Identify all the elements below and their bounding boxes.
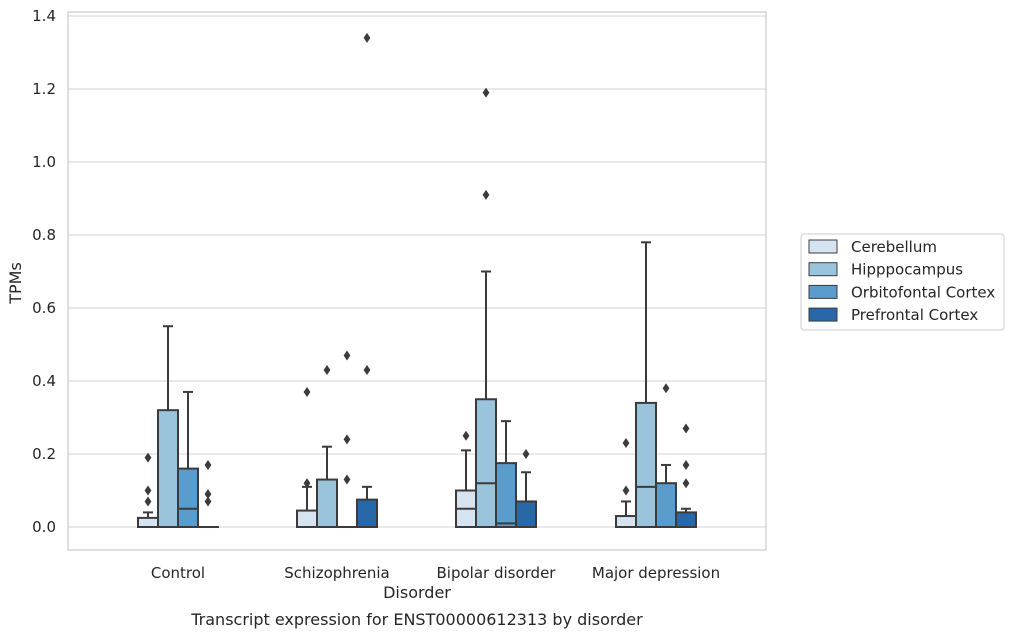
y-tick-label: 0.0 [32,518,56,536]
outlier-point [662,383,670,394]
outlier-point [622,438,630,449]
outlier-point [144,496,152,507]
chart-caption: Transcript expression for ENST0000061231… [190,610,643,629]
y-axis-label: TPMs [6,262,25,305]
outlier-point [343,434,351,445]
outlier-point [622,485,630,496]
box-series-group [197,32,697,529]
box-series [137,32,697,529]
legend-swatch [808,239,838,254]
box [515,500,537,529]
outlier-point [682,478,690,489]
outlier-point [462,430,470,441]
box-series-group [137,386,637,529]
legend-label: Orbitofontal Cortex [851,283,995,301]
box [635,401,657,528]
outlier-point [363,32,371,43]
outlier-point [343,350,351,361]
box [177,467,199,529]
outlier-point [204,489,212,500]
legend-label: Prefrontal Cortex [851,306,978,324]
legend-frame [800,233,1005,331]
box [615,515,637,528]
box [495,462,517,528]
x-tick-labels: Control Schizophrenia Bipolar disorder Majo… [151,564,720,582]
x-tick-label: Schizophrenia [284,564,389,582]
plot-frame [67,11,767,551]
outlier-point [204,459,212,470]
y-tick-labels: 0.0 0.2 0.4 0.6 0.8 1.0 1.2 1.4 [32,7,56,536]
x-tick-label: Bipolar disorder [437,564,557,582]
legend-swatch [808,307,838,322]
legend-swatch [808,262,838,277]
outlier-point [522,449,530,459]
y-tick-label: 0.8 [32,226,56,244]
outlier-point [363,365,371,376]
box [316,478,338,528]
outlier-point [303,386,311,397]
box [675,511,697,529]
outlier-point [682,459,690,470]
outlier-point [482,189,490,200]
y-tick-label: 1.2 [32,80,56,98]
legend-swatch [808,284,838,299]
legend-label: Cerebellum [851,238,937,256]
y-tick-label: 0.4 [32,372,56,390]
box [475,398,497,528]
box [296,509,318,529]
box [655,482,677,529]
x-tick-label: Major depression [592,564,720,582]
y-tick-label: 0.2 [32,445,56,463]
y-tick-label: 0.6 [32,299,56,317]
outlier-point [204,496,212,507]
outlier-point [682,423,690,434]
legend: Cerebellum Hipppocampus Orbitofontal Corte… [800,233,1005,331]
outlier-point [343,474,351,485]
y-tick-label: 1.4 [32,7,56,25]
box [137,516,159,528]
x-axis-label: Disorder [383,583,451,602]
box-series-group [157,87,657,529]
legend-label: Hipppocampus [851,261,963,279]
outlier-point [323,365,331,376]
outlier-point [144,485,152,496]
outlier-point [482,87,490,98]
x-tick-label: Control [151,564,205,582]
box [356,498,378,528]
y-tick-label: 1.0 [32,153,56,171]
outlier-point [303,478,311,489]
box [157,409,179,529]
outlier-point [144,452,152,463]
box-series-group [177,350,677,529]
